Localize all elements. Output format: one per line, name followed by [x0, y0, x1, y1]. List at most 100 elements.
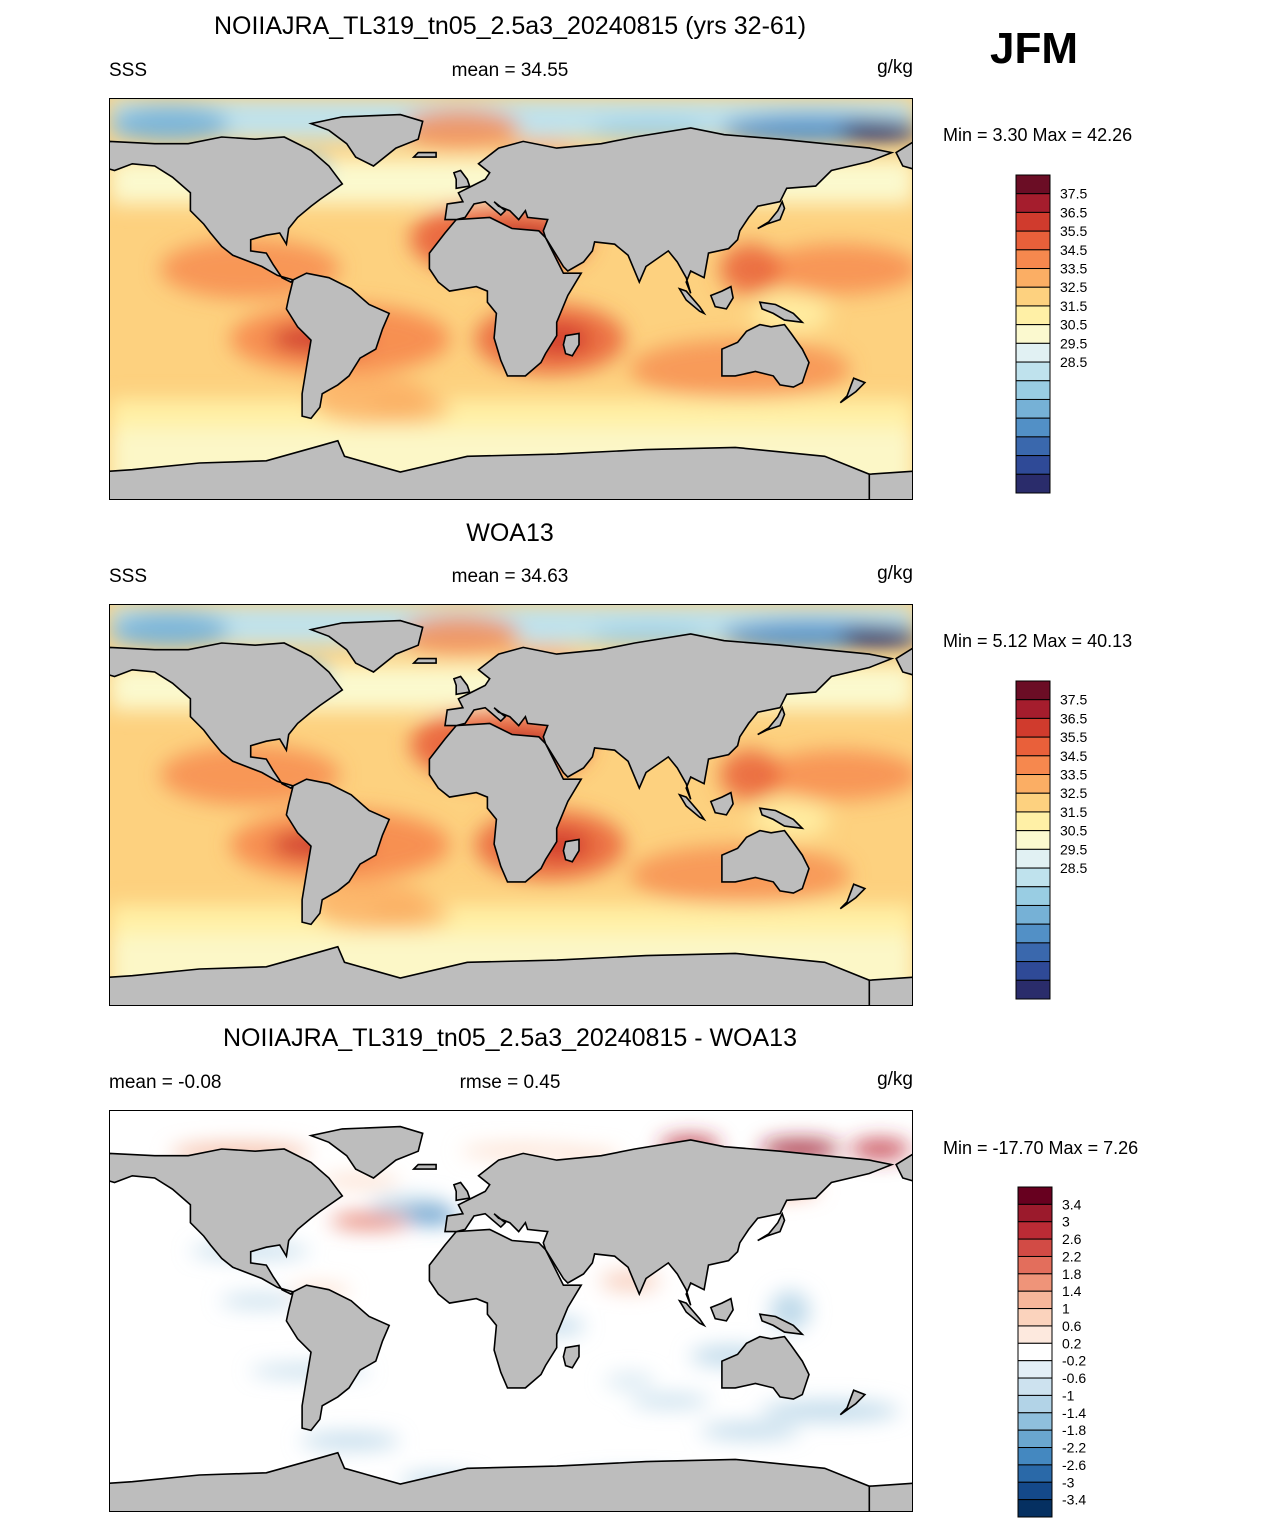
salinity-field [605, 1373, 655, 1389]
colorbar-swatch [1015, 717, 1051, 738]
landmass [428, 216, 583, 377]
colorbar-tick-label: -2.2 [1062, 1440, 1086, 1456]
landmass [444, 633, 895, 800]
landmass [757, 1211, 786, 1242]
salinity-field [700, 1423, 800, 1439]
colorbar-swatch [1017, 1325, 1053, 1344]
panel-2-mean: mean = 34.63 [451, 566, 569, 587]
colorbar-tick-label: 36.5 [1060, 204, 1087, 220]
panel-2-title: WOA13 [466, 519, 554, 547]
colorbar-swatch [1017, 1360, 1053, 1379]
colorbar-swatch [1017, 1481, 1053, 1501]
colorbar-swatch [1015, 361, 1051, 382]
salinity-field [370, 394, 450, 424]
colorbar-swatch [1017, 1255, 1053, 1275]
colorbar-tick-label: -2.6 [1062, 1457, 1086, 1473]
landmass [411, 657, 437, 664]
colorbar-tick-label: 32.5 [1060, 785, 1087, 801]
salinity-field [400, 109, 520, 149]
colorbar-tick-label: 34.5 [1060, 748, 1087, 764]
colorbar-tick-label: 2.2 [1062, 1248, 1082, 1264]
colorbar-swatch [1015, 942, 1051, 963]
colorbar-swatch [1017, 1499, 1053, 1518]
landmass [562, 1344, 580, 1369]
panel-1-minmax: Min = 3.30 Max = 42.26 [943, 125, 1133, 145]
colorbar-swatch [1015, 417, 1051, 438]
colorbar-swatch [1015, 174, 1051, 195]
landmass [308, 1125, 424, 1179]
colorbar-tick-label: 3.4 [1062, 1196, 1082, 1212]
panel-3-map [109, 1110, 913, 1512]
colorbar-swatch [1015, 398, 1051, 419]
colorbar-swatch [1017, 1377, 1053, 1396]
landmass [709, 791, 734, 816]
colorbar-swatch [1015, 324, 1051, 344]
salinity-field [370, 900, 450, 930]
landmass [721, 1335, 810, 1400]
panel-3-units: g/kg [877, 1069, 913, 1090]
colorbar-swatch [1015, 961, 1051, 981]
colorbar-tick-label: -1.4 [1062, 1405, 1086, 1421]
landmass [868, 470, 912, 499]
colorbar-swatch [1015, 886, 1051, 906]
colorbar-swatch [1017, 1412, 1053, 1431]
colorbar-swatch [1015, 211, 1051, 232]
colorbar-tick-label: 1.8 [1062, 1266, 1082, 1282]
colorbar-tick-label: 31.5 [1060, 804, 1087, 820]
landmass [452, 1181, 471, 1202]
colorbar-tick-label: 32.5 [1060, 279, 1087, 295]
colorbar-swatch [1017, 1394, 1053, 1414]
panel-1-left-label: SSS [109, 60, 148, 81]
panel-3-mean: mean = -0.08 [109, 1072, 222, 1093]
colorbar-swatch [1017, 1221, 1053, 1240]
landmass [444, 1139, 895, 1306]
colorbar-swatch [1015, 230, 1051, 251]
colorbar-tick-label: -3.4 [1062, 1492, 1086, 1508]
colorbar-tick-label: 35.5 [1060, 729, 1087, 745]
salinity-field [840, 119, 912, 143]
colorbar-swatch [1015, 867, 1051, 888]
colorbar-tick-label: 1.4 [1062, 1283, 1082, 1299]
colorbar-swatch [1015, 193, 1051, 213]
landmass [677, 287, 707, 316]
landmass [285, 778, 391, 926]
salinity-field [110, 106, 230, 142]
landmass [895, 141, 912, 170]
landmass [868, 1482, 912, 1511]
landmass [709, 285, 734, 310]
colorbar-swatch [1015, 342, 1051, 363]
colorbar-tick-label: 31.5 [1060, 298, 1087, 314]
colorbar-swatch [1015, 699, 1051, 719]
colorbar-tick-label: 30.5 [1060, 317, 1087, 333]
salinity-field [720, 750, 780, 800]
panel-2-colorbar: 37.5 36.5 35.5 34.5 33.5 32.5 31.5 30.5 29.5 28.5 [1015, 680, 1136, 1000]
colorbar-tick-label: 33.5 [1060, 767, 1087, 783]
colorbar-tick-label: 29.5 [1060, 335, 1087, 351]
colorbar-swatch [1015, 455, 1051, 475]
colorbar-swatch [1015, 249, 1051, 270]
colorbar-swatch [1015, 904, 1051, 925]
salinity-field [330, 1213, 410, 1229]
colorbar-swatch [1015, 774, 1051, 794]
landmass [758, 301, 805, 324]
landmass [411, 1163, 437, 1170]
colorbar-tick-label: 33.5 [1060, 261, 1087, 277]
salinity-field [320, 1175, 400, 1187]
landmass [411, 151, 437, 158]
colorbar-swatch [1015, 736, 1051, 757]
panel-2-minmax: Min = 5.12 Max = 40.13 [943, 631, 1133, 651]
panel-2-units: g/kg [877, 563, 913, 584]
colorbar-tick-label: 37.5 [1060, 186, 1087, 202]
colorbar-swatch [1017, 1342, 1053, 1362]
continents [110, 113, 912, 499]
season-label: JFM [990, 24, 1078, 73]
landmass [868, 976, 912, 1005]
salinity-field [840, 625, 912, 649]
landmass [839, 1389, 867, 1416]
colorbar-swatch [1015, 811, 1051, 832]
colorbar-swatch [1017, 1186, 1053, 1205]
landmass [285, 1284, 391, 1432]
colorbar-swatch [1015, 286, 1051, 307]
colorbar-tick-label: 0.2 [1062, 1335, 1082, 1351]
landmass [757, 705, 786, 736]
